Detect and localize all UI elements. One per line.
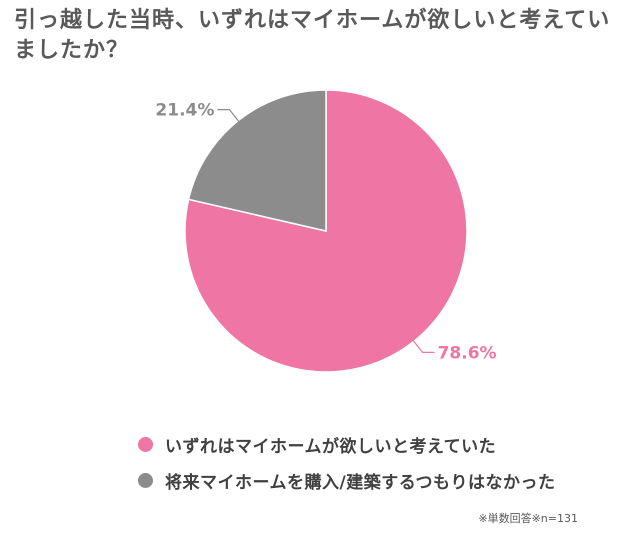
legend: いずれはマイホームが欲しいと考えていた 将来マイホームを購入/建築するつもりはな… — [138, 428, 556, 500]
legend-swatch — [138, 472, 153, 488]
legend-label: いずれはマイホームが欲しいと考えていた — [165, 436, 497, 457]
data-label: 21.4% — [155, 101, 214, 121]
legend-swatch — [138, 436, 153, 452]
legend-item-want-home: いずれはマイホームが欲しいと考えていた — [138, 428, 556, 460]
legend-label: 将来マイホームを購入/建築するつもりはなかった — [165, 472, 556, 493]
chart-title: 引っ越した当時、いずれはマイホームが欲しいと考えていましたか？ — [14, 8, 611, 63]
leader-line — [411, 338, 435, 353]
sample-note: ※単数回答※n=131 — [478, 512, 578, 525]
data-label: 78.6% — [438, 343, 497, 363]
leader-line — [217, 109, 241, 124]
legend-item-no-plan: 将来マイホームを購入/建築するつもりはなかった — [138, 464, 556, 496]
